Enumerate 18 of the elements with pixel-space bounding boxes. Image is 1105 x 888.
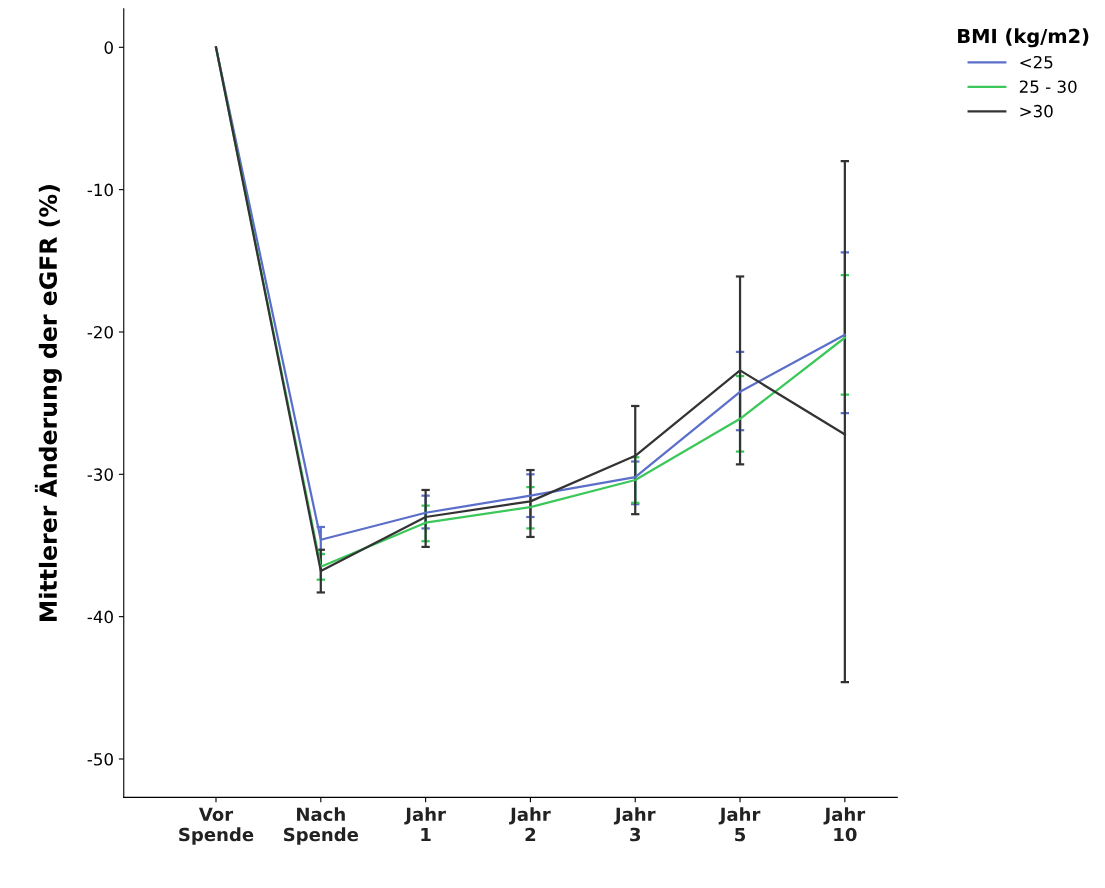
x-tick-label: Jahr 10 [823, 807, 866, 842]
x-tick-label: Jahr 3 [613, 807, 656, 842]
y-tick-label: -20 [87, 325, 113, 339]
y-axis-title: Mittlerer Änderung der eGFR (%) [34, 185, 62, 622]
x-tick-label: Nach Spende [284, 807, 359, 845]
x-tick-label: Jahr 2 [509, 807, 551, 842]
legend-title: BMI (kg/m2) [958, 28, 1089, 48]
x-tick-label: Vor Spende [179, 807, 254, 845]
y-tick-label: -40 [87, 610, 113, 624]
legend-label: <25 [1020, 55, 1053, 69]
x-tick-label: Jahr 1 [404, 807, 446, 842]
legend-label: 25 - 30 [1019, 80, 1077, 93]
legend-label: >30 [1020, 104, 1053, 118]
y-tick-label: -50 [87, 752, 113, 766]
y-tick-label: -10 [87, 183, 113, 197]
y-tick-label: -30 [87, 468, 113, 481]
x-tick-label: Jahr 5 [718, 807, 761, 842]
y-tick-label: 0 [104, 41, 113, 54]
